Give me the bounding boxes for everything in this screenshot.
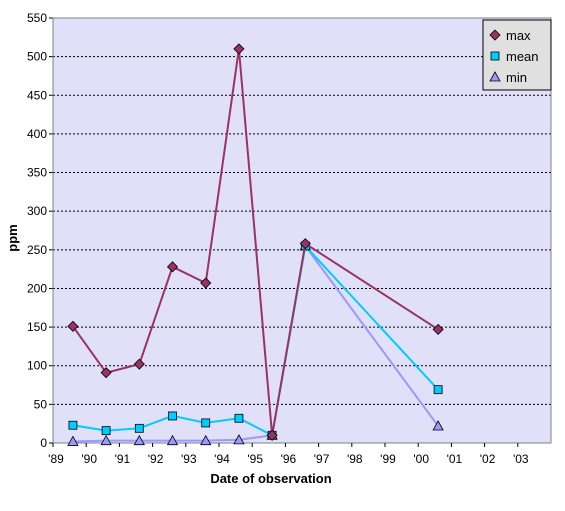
data-point-max bbox=[299, 238, 311, 250]
data-point-max bbox=[432, 323, 444, 335]
data-point-mean bbox=[433, 385, 443, 395]
x-tick-label: '93 bbox=[181, 452, 197, 466]
series bbox=[67, 43, 444, 446]
legend-marker-min bbox=[489, 71, 501, 82]
data-point-mean bbox=[134, 423, 144, 433]
x-tick-label: '96 bbox=[281, 452, 297, 466]
x-tick-label: '95 bbox=[247, 452, 263, 466]
x-tick-labels: '89 '90 '91 '92 '93 '94 '95 '96 '97 '98 '99 '00 '01 '… bbox=[48, 443, 529, 466]
data-point-min bbox=[133, 434, 145, 446]
legend: max mean min bbox=[482, 19, 552, 91]
x-tick-label: '98 bbox=[347, 452, 363, 466]
x-tick-label: '90 bbox=[81, 452, 97, 466]
data-point-mean bbox=[201, 418, 211, 428]
x-tick-label: '92 bbox=[148, 452, 164, 466]
data-point-min bbox=[200, 434, 212, 446]
y-tick-label: 150 bbox=[27, 320, 47, 334]
x-axis-title: Date of observation bbox=[210, 471, 331, 486]
y-tick-label: 0 bbox=[40, 436, 47, 450]
y-tick-label: 450 bbox=[27, 88, 47, 102]
y-tick-label: 250 bbox=[27, 243, 47, 257]
data-point-min bbox=[233, 434, 245, 445]
legend-marker-mean bbox=[490, 51, 500, 61]
y-tick-label: 350 bbox=[27, 166, 47, 180]
data-point-max bbox=[266, 429, 278, 441]
data-point-max bbox=[133, 358, 145, 370]
data-point-max bbox=[166, 261, 179, 273]
x-tick-label: '97 bbox=[314, 452, 330, 466]
y-tick-label: 200 bbox=[27, 281, 47, 295]
data-point-min bbox=[100, 434, 112, 446]
data-point-min bbox=[67, 435, 79, 446]
legend-label-max: max bbox=[506, 28, 531, 43]
x-tick-label: '03 bbox=[513, 452, 529, 466]
x-tick-label: '01 bbox=[447, 452, 463, 466]
x-tick-label: '99 bbox=[380, 452, 396, 466]
y-tick-labels: 0 50 100 150 200 250 300 350 400 450 500 550 bbox=[27, 11, 47, 450]
data-point-min bbox=[166, 434, 179, 446]
data-point-max bbox=[67, 320, 79, 332]
y-tick-label: 550 bbox=[27, 11, 47, 25]
x-tick-label: '94 bbox=[214, 452, 230, 466]
data-point-mean bbox=[234, 413, 244, 423]
legend-label-mean: mean bbox=[506, 49, 539, 64]
y-axis-title: ppm bbox=[5, 224, 20, 251]
legend-marker-max bbox=[489, 29, 501, 41]
data-point-max bbox=[233, 43, 245, 55]
y-tick-label: 300 bbox=[27, 204, 47, 218]
y-tick-label: 400 bbox=[27, 127, 47, 141]
y-tick-label: 500 bbox=[27, 50, 47, 64]
data-point-mean bbox=[68, 420, 78, 430]
plot-area bbox=[53, 18, 551, 443]
y-tick-label: 50 bbox=[34, 397, 48, 411]
data-point-max bbox=[100, 367, 112, 379]
plot-border bbox=[52, 17, 552, 444]
x-tick-label: '89 bbox=[48, 452, 64, 466]
x-tick-label: '02 bbox=[480, 452, 496, 466]
y-tick-label: 100 bbox=[27, 359, 47, 373]
x-tick-label: '91 bbox=[115, 452, 131, 466]
data-point-mean bbox=[101, 426, 111, 436]
x-tick-label: '00 bbox=[413, 452, 429, 466]
data-point-max bbox=[200, 277, 212, 289]
series-max bbox=[67, 43, 444, 441]
data-point-mean bbox=[168, 411, 177, 421]
data-point-min bbox=[432, 420, 444, 431]
legend-label-min: min bbox=[506, 70, 527, 85]
